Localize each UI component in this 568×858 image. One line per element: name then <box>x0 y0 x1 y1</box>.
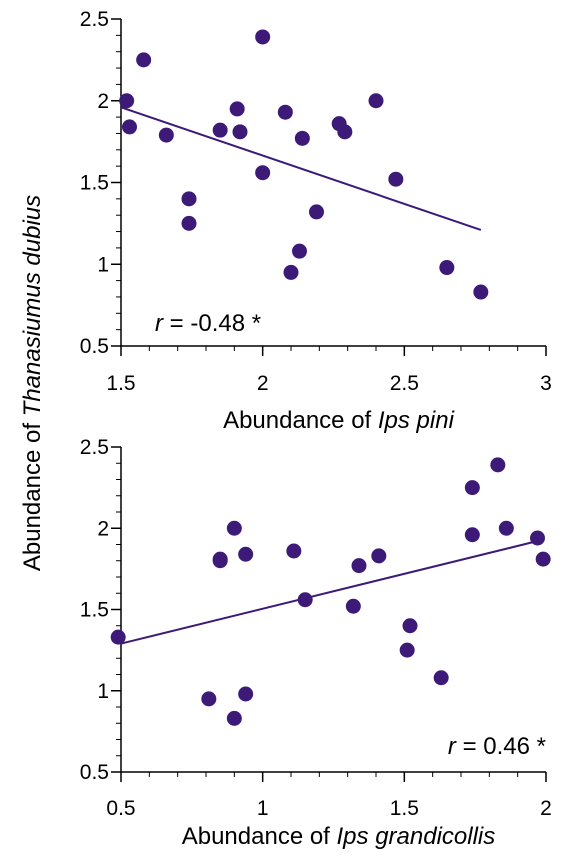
data-point <box>490 457 506 473</box>
x-axis-label-prefix: Abundance of <box>223 407 378 434</box>
data-point <box>286 543 302 559</box>
x-tick-label: 1 <box>257 797 269 820</box>
data-point <box>212 551 228 567</box>
data-point <box>399 642 415 658</box>
x-tick-label: 1.5 <box>390 797 419 820</box>
top-scatter-panel: 1.5 2 2.5 3 0.5 1 1.5 2 2.5 Abundance of Ips pini… <box>80 8 552 434</box>
data-point <box>255 29 271 45</box>
correlation-symbol: r <box>155 310 164 337</box>
data-point <box>255 165 271 181</box>
data-point <box>402 618 418 634</box>
y-tick-label: 2.5 <box>80 8 109 31</box>
y-axis-label-species: Thanasiumus dubius <box>19 195 46 416</box>
correlation-annotation: r = 0.46 * <box>448 733 546 760</box>
data-point <box>473 284 489 300</box>
data-point <box>351 558 367 574</box>
y-tick-label: 2 <box>97 517 109 540</box>
x-tick-label: 2 <box>540 797 552 820</box>
x-axis-label: Abundance of Ips grandicollis <box>182 823 496 850</box>
data-point <box>309 204 324 220</box>
data-point <box>439 260 455 276</box>
x-axis-label-species: Ips pini <box>378 407 455 434</box>
data-point <box>238 686 254 702</box>
data-point <box>368 93 384 109</box>
x-tick-label: 3 <box>540 372 552 395</box>
correlation-annotation: r = -0.48 * <box>155 310 261 337</box>
correlation-symbol: r <box>448 733 457 760</box>
y-tick-label: 1 <box>97 680 109 703</box>
x-tick-label: 1.5 <box>106 372 135 395</box>
correlation-value: = -0.48 * <box>163 310 261 337</box>
y-tick-label: 0.5 <box>80 335 109 358</box>
data-point <box>181 191 197 207</box>
data-point <box>226 520 242 536</box>
data-point <box>530 530 545 546</box>
data-point <box>535 551 551 567</box>
y-tick-label: 2.5 <box>80 436 109 459</box>
regression-line <box>120 106 482 231</box>
x-tick-label: 2 <box>257 372 269 395</box>
y-tick-label: 1.5 <box>80 599 109 622</box>
data-point <box>283 264 299 280</box>
data-point <box>110 629 126 645</box>
bottom-scatter-panel: 0.5 1 1.5 2 0.5 1 1.5 2 2.5 Abundance of Ips gran… <box>80 436 552 850</box>
y-tick-label: 2 <box>97 90 109 113</box>
data-point <box>122 119 137 135</box>
data-point <box>464 527 480 543</box>
data-point <box>232 124 248 140</box>
data-point <box>498 520 514 536</box>
data-point <box>337 124 353 140</box>
regression-line <box>120 538 544 645</box>
data-point <box>388 171 404 187</box>
data-point <box>345 598 361 614</box>
data-point <box>294 130 310 146</box>
data-point <box>201 691 217 707</box>
data-point <box>158 127 174 143</box>
data-point <box>297 592 313 608</box>
correlation-value: = 0.46 * <box>456 733 546 760</box>
x-axis-label-species: Ips grandicollis <box>337 823 496 850</box>
shared-y-axis-label: Abundance of Thanasiumus dubius <box>19 195 46 571</box>
data-point <box>292 243 307 259</box>
y-tick-label: 1.5 <box>80 172 109 195</box>
x-axis-label: Abundance of Ips pini <box>223 407 455 434</box>
data-point <box>433 670 449 686</box>
data-point <box>238 546 254 562</box>
data-point <box>136 52 152 68</box>
data-point <box>119 93 135 109</box>
y-tick-label: 1 <box>97 253 109 276</box>
data-point <box>181 215 197 231</box>
data-point <box>371 548 387 564</box>
y-axis-label-prefix: Abundance of <box>19 416 46 571</box>
data-point <box>212 122 228 138</box>
data-point <box>464 480 480 496</box>
data-point <box>226 710 242 726</box>
y-tick-label: 0.5 <box>80 761 109 784</box>
x-tick-label: 2.5 <box>390 372 419 395</box>
data-point <box>229 101 245 117</box>
x-axis-label-prefix: Abundance of <box>182 823 337 850</box>
x-tick-label: 0.5 <box>106 797 135 820</box>
data-point <box>277 104 293 120</box>
